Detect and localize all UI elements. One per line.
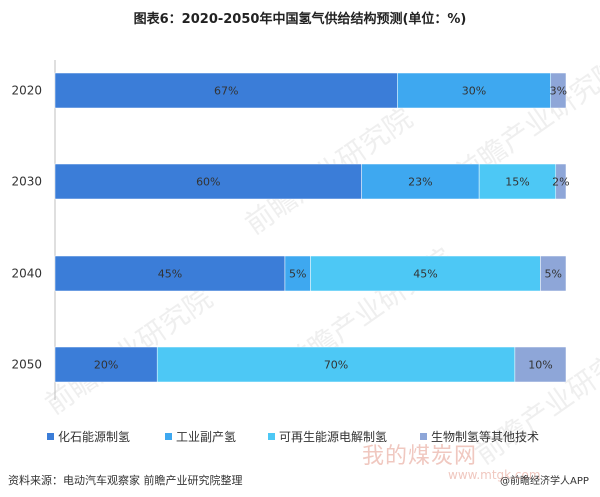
bar-segment xyxy=(397,72,551,109)
data-label: 45% xyxy=(413,268,437,281)
brand-label: @前瞻经济学人APP xyxy=(500,476,589,487)
bar-segment xyxy=(284,255,311,292)
bar-segment xyxy=(514,346,567,383)
bar-segment xyxy=(478,163,557,200)
data-label: 15% xyxy=(505,176,529,189)
y-tick-label: 2020 xyxy=(11,84,42,98)
legend-swatch xyxy=(420,433,427,440)
data-label: 60% xyxy=(196,176,220,189)
y-tick-label: 2040 xyxy=(11,267,42,281)
bar-segment xyxy=(54,72,398,109)
data-label: 10% xyxy=(528,359,552,372)
legend-label: 工业副产氢 xyxy=(176,429,236,444)
bar-segment xyxy=(54,346,158,383)
data-label: 67% xyxy=(214,85,238,98)
data-label: 5% xyxy=(544,268,561,281)
y-tick-label: 2030 xyxy=(11,175,42,189)
data-label: 20% xyxy=(94,359,118,372)
legend-swatch xyxy=(47,433,54,440)
watermark-bottom: 我的煤炭网 xyxy=(362,444,478,469)
source-note: 资料来源：电动汽车观察家 前瞻产业研究院整理 xyxy=(8,474,243,487)
legend-label: 生物制氢等其他技术 xyxy=(431,429,539,444)
watermark-url: www.mtgk.com xyxy=(448,468,541,482)
legend-label: 可再生能源电解制氢 xyxy=(279,429,387,444)
data-label: 2% xyxy=(552,176,569,189)
legend-swatch xyxy=(165,433,172,440)
bar-segment xyxy=(310,255,541,292)
chart-title: 图表6：2020-2050年中国氢气供给结构预测(单位：%) xyxy=(133,12,467,27)
bar-segment xyxy=(54,163,362,200)
bar-segment xyxy=(361,163,480,200)
data-label: 30% xyxy=(462,85,486,98)
bar-segment xyxy=(156,346,516,383)
bar-segment xyxy=(540,255,567,292)
data-label: 70% xyxy=(324,359,348,372)
bar-segment xyxy=(550,72,567,109)
data-label: 5% xyxy=(289,268,306,281)
y-tick-label: 2050 xyxy=(11,358,42,372)
legend-label: 化石能源制氢 xyxy=(58,429,130,444)
data-label: 23% xyxy=(408,176,432,189)
bar-segment xyxy=(54,255,286,292)
data-label: 45% xyxy=(158,268,182,281)
legend-swatch xyxy=(268,433,275,440)
bar-segment xyxy=(555,163,567,200)
data-label: 3% xyxy=(550,85,567,98)
